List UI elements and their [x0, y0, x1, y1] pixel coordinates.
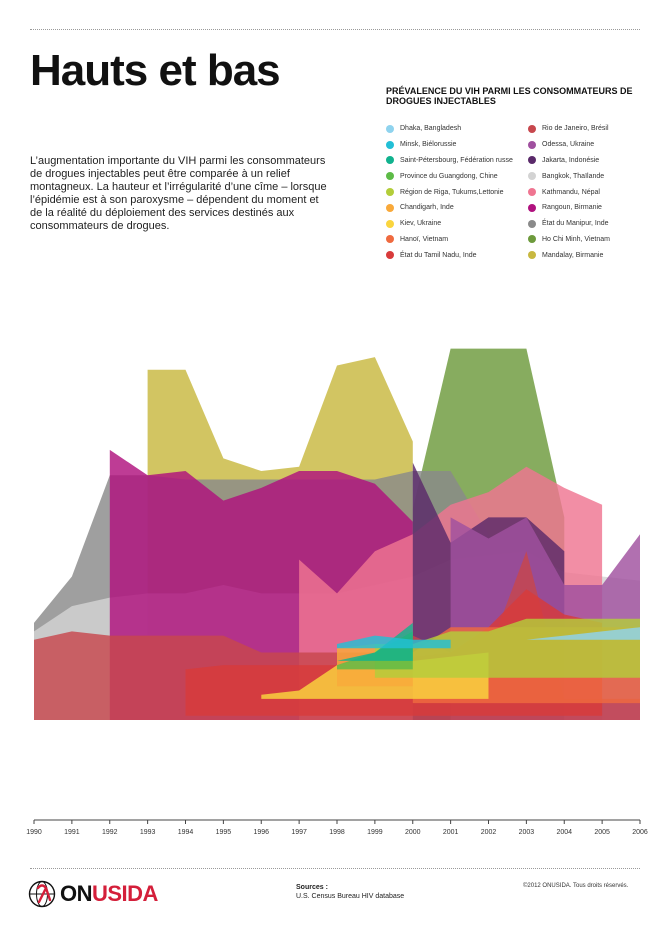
ribbon-globe-icon [28, 880, 56, 908]
legend-swatch [528, 188, 536, 197]
prevalence-area-chart: 1990 1991 1992 1993 1994 1995 1996 1997 1998 1999… [26, 348, 648, 836]
legend-label: Région de Riga, Tukums,Lettonie [400, 188, 504, 196]
legend-swatch [528, 140, 536, 149]
legend-label: Bangkok, Thaïlande [542, 172, 605, 180]
legend-swatch [528, 219, 536, 228]
legend-item: Odessa, Ukraine [528, 137, 610, 153]
legend-label: Ho Chi Minh, Vietnam [542, 235, 610, 243]
x-axis: 1990 1991 1992 1993 1994 1995 1996 1997 1998 1999… [26, 819, 648, 836]
legend-item: Kiev, Ukraine [386, 216, 513, 232]
legend-item: Rangoun, Birmanie [528, 200, 610, 216]
x-tick-label: 2004 [556, 829, 572, 836]
legend-item: Bangkok, Thaïlande [528, 168, 610, 184]
legend-label: Odessa, Ukraine [542, 141, 595, 149]
legend-item: Saint-Pétersbourg, Fédération russe [386, 153, 513, 169]
legend-item: Région de Riga, Tukums,Lettonie [386, 184, 513, 200]
series-area [374, 618, 640, 678]
x-tick-label: 2003 [519, 829, 535, 836]
legend-swatch [386, 219, 394, 228]
legend-label: Province du Guangdong, Chine [400, 172, 498, 180]
legend-label: Rio de Janeiro, Brésil [542, 125, 609, 133]
top-dotted-rule [30, 29, 640, 30]
legend-label: Saint-Pétersbourg, Fédération russe [400, 156, 513, 164]
series-layer [34, 348, 640, 720]
legend-swatch [386, 203, 394, 212]
x-tick-label: 2005 [594, 829, 610, 836]
legend-item: État du Manipur, Inde [528, 216, 610, 232]
legend-label: Rangoun, Birmanie [542, 204, 602, 212]
legend-swatch [528, 235, 536, 244]
intro-paragraph: L’augmentation importante du VIH parmi l… [30, 155, 327, 232]
legend-swatch [528, 156, 536, 165]
legend-item: Ho Chi Minh, Vietnam [528, 232, 610, 248]
legend-label: Jakarta, Indonésie [542, 156, 600, 164]
legend-swatch [386, 235, 394, 244]
logo-wordmark: ONUSIDA [60, 881, 158, 907]
logo-prefix: ON [60, 881, 93, 906]
x-tick-label: 1994 [178, 829, 194, 836]
legend-swatch [528, 251, 536, 260]
x-tick-label: 2006 [632, 829, 648, 836]
legend-swatch [528, 203, 536, 212]
x-tick-label: 1996 [253, 829, 269, 836]
legend-label: État du Tamil Nadu, Inde [400, 251, 477, 259]
series-area [412, 627, 640, 640]
bottom-dotted-rule [30, 868, 640, 869]
legend-item: Province du Guangdong, Chine [386, 168, 513, 184]
x-tick-label: 2002 [481, 829, 497, 836]
legend-item: Minsk, Biélorussie [386, 137, 513, 153]
legend-label: Minsk, Biélorussie [400, 141, 457, 149]
x-tick-label: 1993 [140, 829, 156, 836]
series-area [337, 622, 413, 661]
x-tick-label: 1999 [367, 829, 383, 836]
legend-swatch [528, 172, 536, 181]
sources-title: Sources : [296, 884, 328, 891]
series-area [337, 635, 451, 649]
x-tick-label: 1992 [102, 829, 118, 836]
x-tick-label: 1990 [26, 829, 42, 836]
legend-title: PRÉVALENCE DU VIH PARMI LES CONSOMMATEUR… [386, 86, 633, 106]
legend-swatch [386, 172, 394, 181]
legend-item: Mandalay, Birmanie [528, 247, 610, 263]
legend-label: Chandigarh, Inde [400, 204, 454, 212]
legend-item: Hanoï, Vietnam [386, 232, 513, 248]
legend-item: Rio de Janeiro, Brésil [528, 121, 610, 137]
legend-label: État du Manipur, Inde [542, 220, 609, 228]
legend-swatch [528, 124, 536, 133]
x-tick-label: 2000 [405, 829, 421, 836]
legend-swatch [386, 124, 394, 133]
copyright-text: ©2012 ONUSIDA. Tous droits réservés. [523, 883, 629, 889]
x-tick-label: 1995 [216, 829, 232, 836]
legend-swatch [386, 156, 394, 165]
legend-item: Chandigarh, Inde [386, 200, 513, 216]
legend-column-1: Dhaka, Bangladesh Minsk, Biélorussie Saint… [386, 121, 513, 263]
legend-label: Dhaka, Bangladesh [400, 125, 462, 133]
legend-item: Dhaka, Bangladesh [386, 121, 513, 137]
legend-item: Jakarta, Indonésie [528, 153, 610, 169]
x-tick-label: 1998 [329, 829, 345, 836]
legend-swatch [386, 188, 394, 197]
legend-label: Hanoï, Vietnam [400, 235, 449, 243]
onusida-logo: ONUSIDA [28, 880, 158, 908]
logo-suffix: USIDA [92, 881, 158, 906]
legend-swatch [386, 251, 394, 260]
x-tick-label: 1991 [64, 829, 80, 836]
legend-item: Kathmandu, Népal [528, 184, 610, 200]
x-tick-label: 2001 [443, 829, 459, 836]
legend-item: État du Tamil Nadu, Inde [386, 247, 513, 263]
legend-swatch [386, 140, 394, 149]
legend-label: Kathmandu, Népal [542, 188, 600, 196]
page-title: Hauts et bas [30, 46, 281, 95]
x-tick-label: 1997 [291, 829, 307, 836]
legend-label: Mandalay, Birmanie [542, 251, 604, 259]
sources-block: Sources : U.S. Census Bureau HIV databas… [296, 883, 404, 901]
sources-text: U.S. Census Bureau HIV database [296, 893, 405, 900]
legend-column-2: Rio de Janeiro, Brésil Odessa, Ukraine Jak… [528, 121, 610, 263]
legend-label: Kiev, Ukraine [400, 220, 442, 228]
